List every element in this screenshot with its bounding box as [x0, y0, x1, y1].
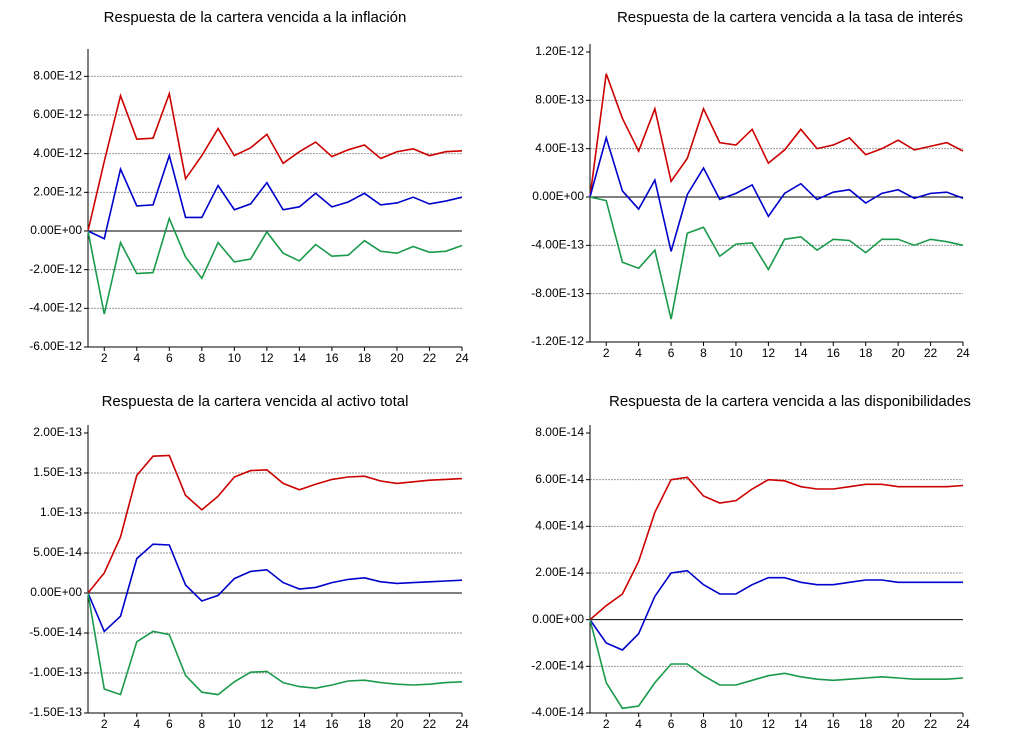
y-tick-label: 4.00E-14 [535, 519, 584, 533]
x-tick-label: 10 [729, 717, 743, 731]
x-tick-label: 22 [423, 717, 437, 731]
y-tick-label: 4.00E-12 [33, 146, 82, 160]
x-tick-label: 12 [762, 346, 776, 360]
x-tick-label: 6 [668, 717, 675, 731]
y-tick-label: 4.00E-13 [535, 141, 584, 155]
x-tick-label: 12 [260, 351, 274, 365]
y-tick-label: 0.00E+00 [532, 189, 584, 203]
x-tick-label: 24 [455, 351, 469, 365]
y-tick-label: -4.00E-13 [531, 238, 584, 252]
y-tick-label: 1.20E-12 [535, 44, 584, 58]
y-tick-label: 8.00E-13 [535, 93, 584, 107]
x-tick-label: 22 [924, 717, 938, 731]
x-tick-label: 14 [794, 346, 808, 360]
x-tick-label: 2 [603, 717, 610, 731]
y-tick-label: -1.20E-12 [531, 334, 584, 348]
x-tick-label: 24 [455, 717, 469, 731]
x-tick-label: 24 [956, 717, 970, 731]
series-line [87, 216, 463, 315]
x-tick-label: 8 [198, 351, 205, 365]
series-line [589, 569, 963, 651]
x-tick-label: 4 [635, 717, 642, 731]
y-tick-label: 1.50E-13 [33, 465, 82, 479]
x-tick-label: 22 [423, 351, 437, 365]
x-tick-label: 16 [325, 717, 339, 731]
x-tick-label: 22 [924, 346, 938, 360]
y-tick-label: 5.00E-14 [33, 545, 82, 559]
x-tick-label: 12 [762, 717, 776, 731]
x-tick-label: 8 [700, 346, 707, 360]
series-line [589, 619, 964, 710]
x-tick-label: 14 [293, 351, 307, 365]
y-tick-label: -4.00E-14 [531, 705, 584, 719]
x-tick-label: 6 [166, 351, 173, 365]
chart-title: Respuesta de la cartera vencida a las di… [609, 393, 971, 410]
x-tick-label: 4 [635, 346, 642, 360]
x-tick-label: 4 [133, 351, 140, 365]
x-tick-label: 18 [358, 717, 372, 731]
x-tick-label: 10 [228, 717, 242, 731]
y-tick-label: 1.0E-13 [40, 505, 82, 519]
y-tick-label: 6.00E-12 [33, 107, 82, 121]
x-tick-label: 20 [891, 717, 905, 731]
y-tick-label: 0.00E+00 [30, 223, 82, 237]
y-tick-label: 8.00E-12 [33, 69, 82, 83]
x-tick-label: 6 [166, 717, 173, 731]
y-tick-label: 0.00E+00 [532, 612, 584, 626]
x-tick-label: 16 [325, 351, 339, 365]
x-tick-label: 6 [668, 346, 675, 360]
series-line [87, 543, 463, 633]
y-tick-label: -5.00E-14 [29, 625, 82, 639]
x-tick-label: 18 [358, 351, 372, 365]
y-tick-label: -8.00E-13 [531, 286, 584, 300]
series-line [87, 152, 463, 240]
y-tick-label: -4.00E-12 [29, 301, 82, 315]
y-tick-label: 2.00E-13 [33, 425, 82, 439]
y-tick-label: 0.00E+00 [30, 585, 82, 599]
y-tick-label: -6.00E-12 [29, 339, 82, 353]
x-tick-label: 16 [827, 346, 841, 360]
series-line [589, 196, 964, 320]
x-tick-label: 2 [101, 717, 108, 731]
series-line [589, 476, 964, 621]
x-tick-label: 2 [101, 351, 108, 365]
x-tick-label: 18 [859, 717, 873, 731]
chart-title: Respuesta de la cartera vencida a la inf… [104, 9, 407, 26]
x-tick-label: 8 [700, 717, 707, 731]
x-tick-label: 14 [794, 717, 808, 731]
y-tick-label: -1.00E-13 [29, 665, 82, 679]
y-tick-label: -1.50E-13 [29, 705, 82, 719]
y-tick-label: 8.00E-14 [535, 425, 584, 439]
series-line [87, 592, 463, 696]
series-line [87, 90, 463, 232]
x-tick-label: 4 [133, 717, 140, 731]
x-tick-label: 20 [390, 717, 404, 731]
chart-title: Respuesta de la cartera vencida a la tas… [617, 9, 963, 26]
chart-title: Respuesta de la cartera vencida al activ… [102, 393, 409, 410]
x-tick-label: 18 [859, 346, 873, 360]
y-tick-label: -2.00E-12 [29, 262, 82, 276]
x-tick-label: 20 [390, 351, 404, 365]
x-tick-label: 24 [956, 346, 970, 360]
series-line [87, 454, 463, 594]
x-tick-label: 16 [827, 717, 841, 731]
x-tick-label: 10 [729, 346, 743, 360]
y-tick-label: -2.00E-14 [531, 659, 584, 673]
x-tick-label: 20 [891, 346, 905, 360]
x-tick-label: 10 [228, 351, 242, 365]
series-line [589, 134, 964, 252]
y-tick-label: 6.00E-14 [535, 472, 584, 486]
y-tick-label: 2.00E-14 [535, 565, 584, 579]
x-tick-label: 14 [293, 717, 307, 731]
y-tick-label: 2.00E-12 [33, 185, 82, 199]
x-tick-label: 2 [603, 346, 610, 360]
x-tick-label: 12 [260, 717, 274, 731]
x-tick-label: 8 [198, 717, 205, 731]
series-line [589, 73, 964, 198]
